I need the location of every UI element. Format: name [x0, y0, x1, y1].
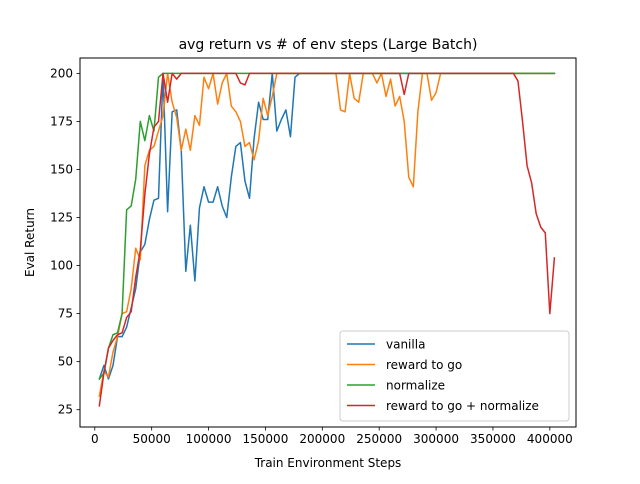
x-tick-label: 150000 — [243, 432, 289, 446]
legend-box — [339, 330, 570, 422]
y-tick-label: 75 — [58, 307, 73, 321]
chart-title: avg return vs # of env steps (Large Batc… — [179, 37, 478, 53]
x-axis: 0 50000 100000 150000 200000 250000 300000 3500… — [91, 427, 573, 446]
y-tick-label: 100 — [50, 259, 73, 273]
y-tick-label: 150 — [50, 162, 73, 176]
x-tick-label: 400000 — [527, 432, 573, 446]
legend-label-1: reward to go — [386, 358, 462, 372]
x-tick-label: 200000 — [299, 432, 345, 446]
y-axis: 25 50 75 100 125 150 175 200 — [50, 66, 80, 417]
legend-label-0: vanilla — [386, 338, 425, 352]
x-tick-label: 350000 — [470, 432, 516, 446]
y-tick-label: 50 — [58, 355, 73, 369]
legend-label-2: normalize — [386, 379, 445, 393]
y-tick-label: 125 — [50, 211, 73, 225]
y-tick-label: 175 — [50, 114, 73, 128]
y-tick-label: 25 — [58, 403, 73, 417]
legend: vanilla reward to go normalize reward to go… — [339, 330, 570, 422]
legend-label-3: reward to go + normalize — [386, 399, 539, 413]
y-tick-label: 200 — [50, 66, 73, 80]
series-lines — [98, 72, 556, 407]
plot-area-frame — [79, 57, 577, 428]
x-tick-label: 50000 — [133, 432, 171, 446]
x-axis-label: Train Environment Steps — [254, 456, 402, 470]
x-tick-label: 100000 — [186, 432, 232, 446]
y-axis-label: Eval Return — [23, 208, 37, 277]
series-line-3 — [98, 72, 556, 407]
x-tick-label: 0 — [91, 432, 99, 446]
x-tick-label: 250000 — [356, 432, 402, 446]
x-tick-label: 300000 — [413, 432, 459, 446]
